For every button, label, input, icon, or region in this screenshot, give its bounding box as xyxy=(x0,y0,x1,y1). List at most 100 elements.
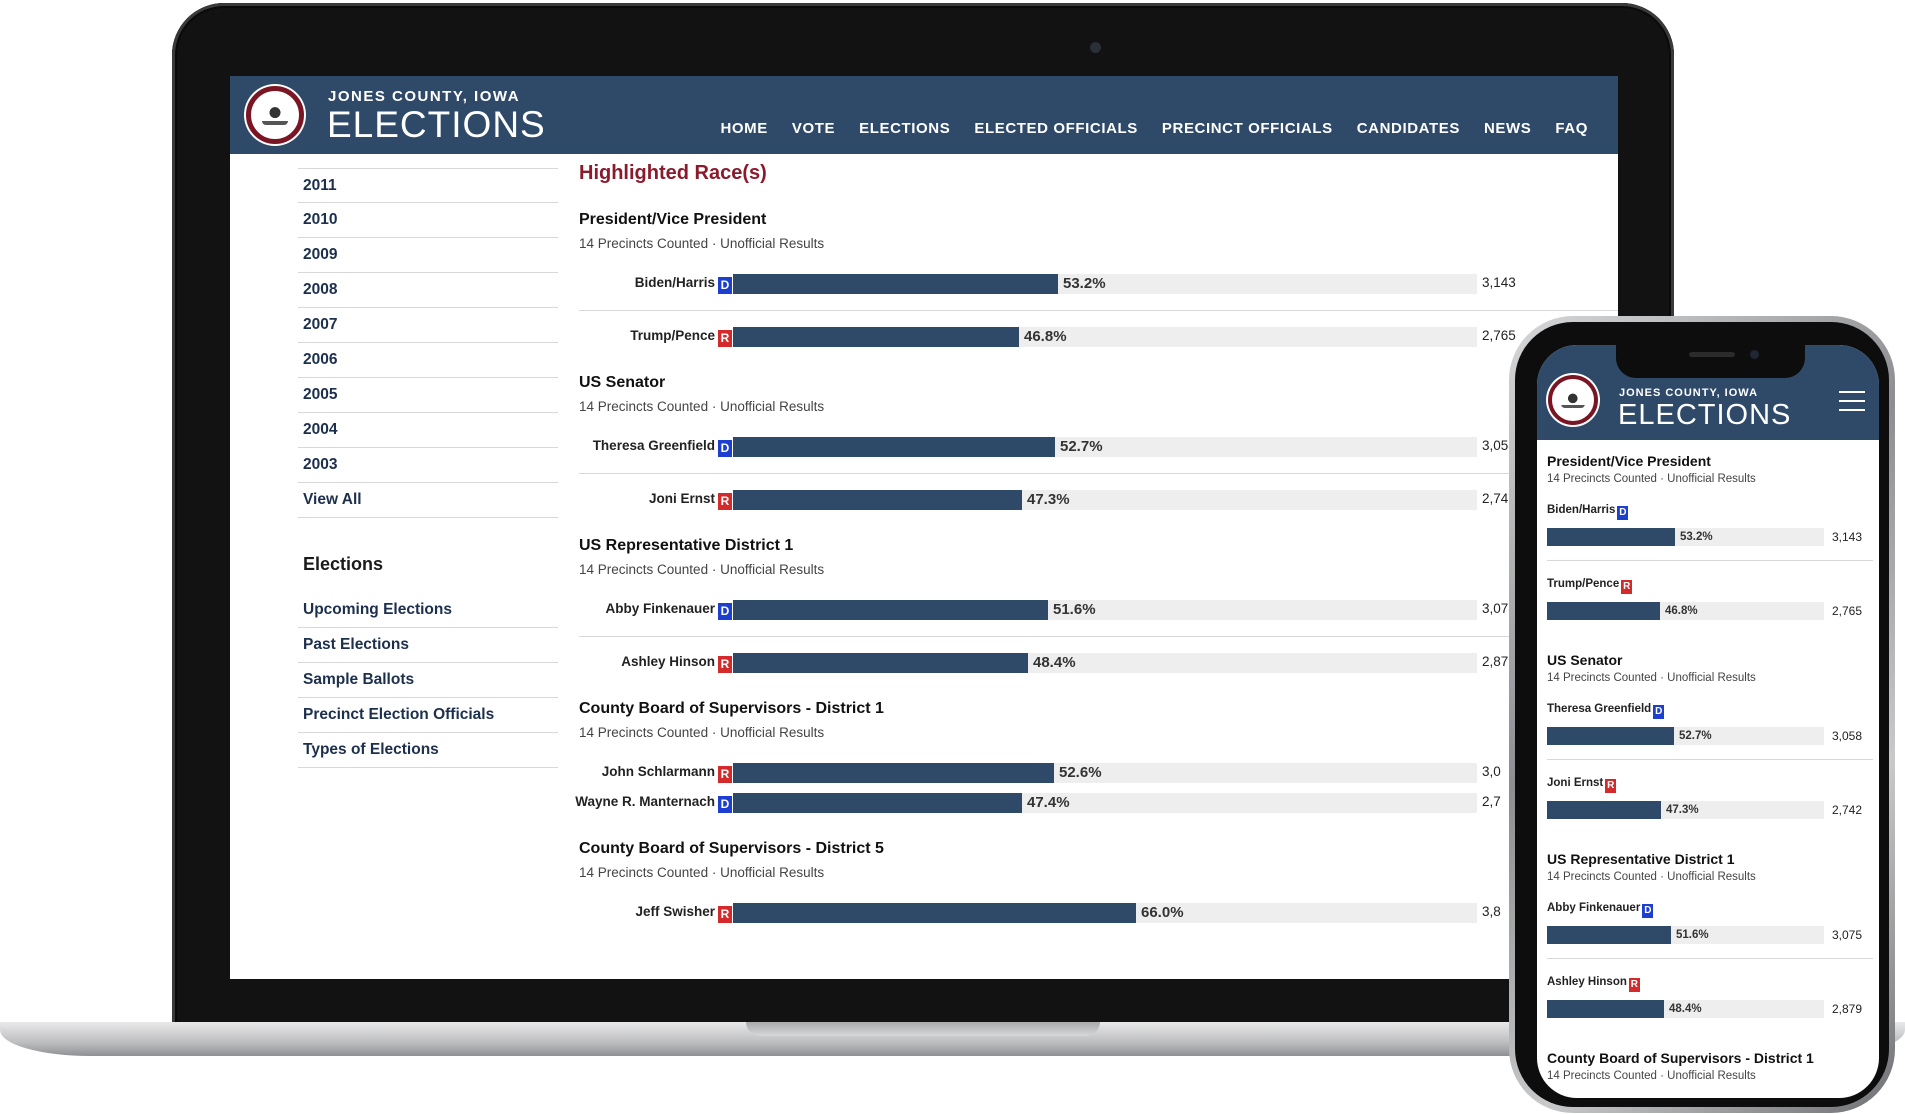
candidate-row: Trump/Pence R 46.8% 2,765 xyxy=(579,322,1618,352)
race-title: US Representative District 1 xyxy=(579,537,794,554)
mobile-race-subtitle: 14 Precincts Counted · Unofficial Result… xyxy=(1547,672,1756,684)
vote-count: 2,765 xyxy=(1482,328,1516,343)
race-subtitle: 14 Precincts Counted · Unofficial Result… xyxy=(579,399,825,414)
party-badge: R xyxy=(1628,978,1640,992)
race-title: President/Vice President xyxy=(579,211,767,228)
result-percent: 48.4% xyxy=(1033,654,1076,671)
phone-camera xyxy=(1750,350,1759,359)
sidebar-year-2008[interactable]: 2008 xyxy=(298,273,558,308)
race-block: US Representative District 1 14 Precincts… xyxy=(579,537,1618,700)
sidebar-year-view-all[interactable]: View All xyxy=(298,483,558,518)
mobile-race-title: President/Vice President xyxy=(1547,453,1711,469)
mobile-bar-track: 47.3% xyxy=(1547,801,1824,819)
party-badge: R xyxy=(718,656,732,673)
result-bar-fill xyxy=(733,763,1054,783)
county-seal-icon[interactable] xyxy=(246,86,304,144)
result-bar-track: 52.6% xyxy=(733,763,1477,783)
mobile-candidate-name-text: Abby Finkenauer xyxy=(1547,902,1641,914)
race-title: US Senator xyxy=(579,374,666,391)
site-title[interactable]: ELECTIONS xyxy=(327,104,546,145)
mobile-candidate-name: Joni Ernst R xyxy=(1547,777,1873,793)
sidebar-year-2010[interactable]: 2010 xyxy=(298,203,558,238)
result-bar-track: 53.2% xyxy=(733,274,1477,294)
nav-news[interactable]: NEWS xyxy=(1483,120,1532,137)
mobile-bar-fill xyxy=(1547,602,1660,620)
mobile-candidate-name: Biden/Harris D xyxy=(1547,504,1873,520)
vote-count: 3,8 xyxy=(1482,904,1501,919)
party-badge: D xyxy=(718,440,732,457)
mobile-site-title[interactable]: ELECTIONS xyxy=(1618,399,1792,431)
elections-heading: Elections xyxy=(303,554,384,574)
sidebar-year-2007[interactable]: 2007 xyxy=(298,308,558,343)
candidate-name-text: Theresa Greenfield xyxy=(592,438,715,453)
result-bar-track: 48.4% xyxy=(733,653,1477,673)
sidebar-year-2003[interactable]: 2003 xyxy=(298,448,558,483)
sidebar-year-2004[interactable]: 2004 xyxy=(298,413,558,448)
party-badge: R xyxy=(718,330,732,347)
candidate-row: Jeff Swisher R 66.0% 3,8 xyxy=(579,898,1618,928)
mobile-candidate-name-text: Theresa Greenfield xyxy=(1547,703,1652,715)
sidebar-year-2006[interactable]: 2006 xyxy=(298,343,558,378)
nav-faq[interactable]: FAQ xyxy=(1555,120,1588,137)
mobile-race-list: President/Vice President 14 Precincts Cou… xyxy=(1547,453,1873,1098)
highlighted-races-heading: Highlighted Race(s) xyxy=(579,162,767,184)
laptop-camera xyxy=(1090,42,1101,53)
result-percent: 52.7% xyxy=(1060,438,1103,455)
sidebar-year-2011[interactable]: 2011 xyxy=(298,168,558,203)
sidebar-link-past-elections[interactable]: Past Elections xyxy=(298,628,558,663)
sidebar-link-precinct-election-officials[interactable]: Precinct Election Officials xyxy=(298,698,558,733)
nav-home[interactable]: HOME xyxy=(720,120,768,137)
county-seal-icon[interactable] xyxy=(1548,375,1598,425)
county-label: JONES COUNTY, IOWA xyxy=(328,88,521,105)
vote-count: 3,0 xyxy=(1482,764,1501,779)
result-percent: 51.6% xyxy=(1053,601,1096,618)
race-block: County Board of Supervisors - District 1… xyxy=(575,700,1618,840)
nav-precinct-officials[interactable]: PRECINCT OFFICIALS xyxy=(1161,120,1333,137)
vote-count: 3,058 xyxy=(1482,438,1516,453)
vote-count: 2,879 xyxy=(1482,654,1516,669)
race-subtitle: 14 Precincts Counted · Unofficial Result… xyxy=(579,562,825,577)
main-nav: HOME VOTE ELECTIONS ELECTED OFFICIALS PRECIN… xyxy=(696,120,1588,137)
result-bar-fill xyxy=(733,327,1019,347)
sidebar-link-sample-ballots[interactable]: Sample Ballots xyxy=(298,663,558,698)
candidate-name-text: Wayne R. Manternach xyxy=(575,794,715,809)
candidate-row: Abby Finkenauer D 51.6% 3,075 xyxy=(579,595,1618,625)
mobile-race-subtitle: 14 Precincts Counted · Unofficial Result… xyxy=(1547,473,1756,485)
nav-elections[interactable]: ELECTIONS xyxy=(859,120,951,137)
elections-links: Upcoming Elections Past Elections Sample B… xyxy=(298,593,558,768)
party-badge: D xyxy=(1617,506,1629,520)
candidate-divider xyxy=(579,473,1618,474)
candidate-divider xyxy=(579,636,1618,637)
sidebar-year-2005[interactable]: 2005 xyxy=(298,378,558,413)
party-badge: D xyxy=(1653,705,1665,719)
mobile-result-bar: 46.8% 2,765 xyxy=(1547,601,1873,621)
site-header: JONES COUNTY, IOWA ELECTIONS HOME VOTE ELE… xyxy=(230,76,1618,154)
result-percent: 52.6% xyxy=(1059,764,1102,781)
hamburger-menu-icon[interactable] xyxy=(1839,391,1865,411)
candidate-name-text: John Schlarmann xyxy=(601,764,715,779)
mobile-vote-count: 2,879 xyxy=(1832,1002,1863,1016)
mobile-race-title: US Representative District 1 xyxy=(1547,851,1735,867)
sidebar-link-types-of-elections[interactable]: Types of Elections xyxy=(298,733,558,768)
nav-candidates[interactable]: CANDIDATES xyxy=(1356,120,1460,137)
mobile-vote-count: 3,143 xyxy=(1832,530,1863,544)
sidebar-year-2009[interactable]: 2009 xyxy=(298,238,558,273)
candidate-row: Joni Ernst R 47.3% 2,742 xyxy=(579,485,1618,515)
nav-vote[interactable]: VOTE xyxy=(791,120,836,137)
candidate-name: Joni Ernst R xyxy=(649,491,732,510)
sidebar-link-upcoming-elections[interactable]: Upcoming Elections xyxy=(298,593,558,628)
result-bar-fill xyxy=(733,903,1136,923)
candidate-row: Ashley Hinson R 48.4% 2,879 xyxy=(579,648,1618,678)
mobile-result-bar: 51.6% 3,075 xyxy=(1547,925,1873,945)
race-block: US Senator 14 Precincts Counted · Unoffic… xyxy=(579,374,1618,537)
mobile-candidate-name-text: Joni Ernst xyxy=(1547,777,1604,789)
result-bar-track: 46.8% xyxy=(733,327,1477,347)
mobile-vote-count: 3,058 xyxy=(1832,729,1863,743)
candidate-name: Wayne R. Manternach D xyxy=(575,794,732,813)
race-subtitle: 14 Precincts Counted · Unofficial Result… xyxy=(579,865,825,880)
mobile-vote-count: 2,742 xyxy=(1832,803,1863,817)
vote-count: 2,742 xyxy=(1482,491,1516,506)
nav-elected-officials[interactable]: ELECTED OFFICIALS xyxy=(974,120,1138,137)
mobile-result-bar: 53.2% 3,143 xyxy=(1547,527,1873,547)
mobile-county-label: JONES COUNTY, IOWA xyxy=(1619,387,1759,399)
